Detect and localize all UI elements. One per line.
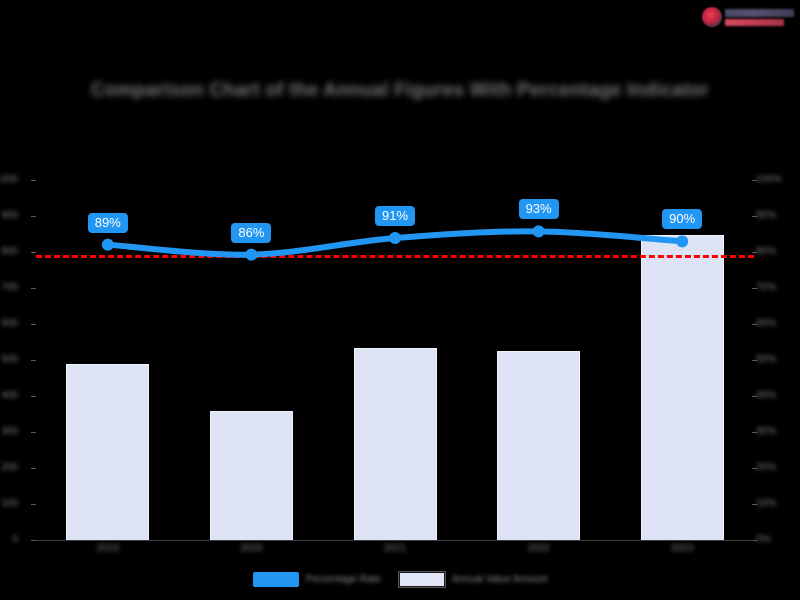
right-axis-tick-label: 60% — [756, 318, 777, 329]
left-axis-tick — [31, 468, 36, 469]
right-axis-tick-label: 70% — [756, 282, 777, 293]
left-axis-tick — [31, 252, 36, 253]
data-label: 89% — [87, 212, 128, 233]
bar[interactable] — [209, 410, 293, 540]
left-axis-tick-label: 400 — [1, 390, 18, 401]
right-axis-tick-label: 30% — [756, 426, 777, 437]
logo-wordmark — [725, 8, 794, 26]
left-axis-tick-label: 300 — [1, 426, 18, 437]
chart-title: Comparison Chart of the Annual Figures W… — [91, 80, 709, 101]
right-axis-tick — [752, 432, 757, 433]
threshold-reference-line — [36, 255, 754, 258]
right-axis-tick — [752, 504, 757, 505]
right-axis-tick — [752, 180, 757, 181]
right-axis-tick — [752, 216, 757, 217]
right-axis-tick — [752, 324, 757, 325]
right-axis-tick-label: 10% — [756, 498, 777, 509]
bar[interactable] — [66, 364, 150, 540]
legend-label-line: Percentage Rate — [305, 574, 381, 585]
report-logo — [702, 4, 794, 30]
data-label: 93% — [518, 199, 559, 220]
legend-item-bar[interactable]: Annual Value Amount — [397, 571, 548, 588]
left-axis-tick-label: 900 — [1, 210, 18, 221]
data-label: 90% — [662, 209, 703, 230]
line-marker[interactable] — [532, 225, 545, 238]
left-axis-tick — [31, 396, 36, 397]
left-axis-tick-label: 500 — [1, 354, 18, 365]
legend-bar-swatch-icon — [397, 571, 446, 588]
left-axis-tick — [31, 216, 36, 217]
line-marker[interactable] — [389, 232, 401, 245]
bar[interactable] — [640, 234, 724, 540]
category-label: 2020 — [240, 543, 263, 554]
bar[interactable] — [497, 350, 581, 540]
left-axis-tick — [31, 540, 36, 541]
right-axis-tick-label: 40% — [756, 390, 777, 401]
left-axis-tick — [31, 324, 36, 325]
legend-line-swatch-icon — [252, 572, 299, 587]
category-label: 2022 — [527, 543, 550, 554]
category-label: 2021 — [383, 543, 407, 554]
logo-mark-icon — [702, 7, 722, 27]
chart-legend: Percentage Rate Annual Value Amount — [0, 571, 800, 588]
line-marker[interactable] — [101, 238, 114, 251]
bar[interactable] — [353, 347, 437, 540]
right-axis-tick — [752, 396, 757, 397]
right-axis-tick — [752, 360, 757, 361]
left-axis-tick — [31, 360, 36, 361]
right-axis-tick-label: 100% — [756, 174, 782, 185]
category-label: 2023 — [671, 543, 694, 554]
right-axis-tick-label: 50% — [756, 354, 777, 365]
left-axis-tick-label: 800 — [1, 246, 18, 257]
left-axis-tick-label: 100 — [1, 498, 18, 509]
right-axis-tick — [752, 288, 757, 289]
line-marker[interactable] — [676, 235, 689, 248]
right-axis-tick-label: 0% — [756, 534, 771, 545]
right-axis-tick-label: 20% — [756, 462, 777, 473]
right-axis-tick-label: 80% — [756, 246, 777, 257]
right-axis-tick — [752, 252, 757, 253]
data-label: 91% — [374, 206, 416, 227]
legend-label-bar: Annual Value Amount — [451, 574, 548, 585]
right-axis-tick — [752, 540, 757, 541]
left-axis-tick — [31, 180, 36, 181]
x-axis-baseline — [36, 540, 754, 541]
left-axis-tick-label: 600 — [1, 318, 18, 329]
left-axis-tick — [31, 288, 36, 289]
left-axis-tick-label: 0 — [12, 534, 18, 545]
left-axis-tick-label: 1,000 — [0, 174, 18, 185]
left-axis-tick-label: 700 — [1, 282, 18, 293]
line-marker[interactable] — [245, 248, 258, 261]
left-axis-tick — [31, 432, 36, 433]
left-axis-tick — [31, 504, 36, 505]
data-label: 86% — [231, 222, 272, 243]
left-axis-tick-label: 200 — [1, 462, 18, 473]
category-label: 2019 — [96, 543, 119, 554]
right-axis-tick — [752, 468, 757, 469]
right-axis-tick-label: 90% — [756, 210, 777, 221]
legend-item-line[interactable]: Percentage Rate — [252, 572, 381, 587]
